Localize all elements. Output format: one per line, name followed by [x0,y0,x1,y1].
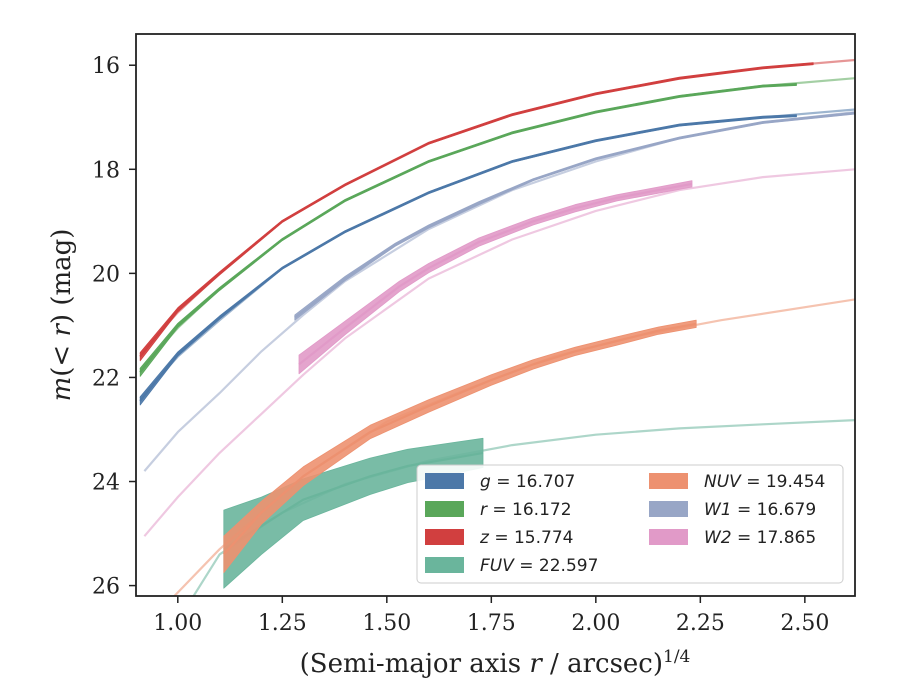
y-tick-label: 20 [92,262,120,287]
legend-swatch-g [425,473,464,489]
data-band-w1 [294,111,855,321]
x-tick-label: 1.75 [467,611,516,636]
data-line-g [139,114,797,402]
x-tick-label: 2.00 [571,611,620,636]
y-tick-label: 18 [92,158,120,183]
x-tick-label: 1.25 [258,611,307,636]
legend-item-fuv: FUV = 22.597 [425,556,598,576]
legend-label-r: r = 16.172 [480,500,572,520]
legend: g = 16.707 r = 16.172 z = 15.774 FUV = 22.5… [416,464,844,584]
legend-item-r: r = 16.172 [425,500,572,520]
data-line-z [139,62,814,358]
legend-item-nuv: NUV = 19.454 [649,472,825,492]
legend-swatch-w2 [649,529,688,545]
legend-label-g: g = 16.707 [480,472,575,492]
y-tick-label: 22 [92,366,120,391]
x-tick-label: 2.50 [780,611,829,636]
plot-frame [135,33,856,597]
data-line-nuv [222,322,697,556]
data-line-fuv [223,451,484,551]
legend-item-z: z = 15.774 [425,528,573,548]
legend-label-nuv: NUV = 19.454 [704,472,825,492]
legend-swatch-nuv [649,473,688,489]
legend-swatch-w1 [649,501,688,517]
model-curve-w2 [143,168,855,537]
x-axis-label: (Semi-major axis r / arcsec)1/4 [300,647,691,679]
legend-item-w2: W2 = 17.865 [649,528,816,548]
y-tick-label: 16 [92,54,120,79]
legend-item-w1: W1 = 16.679 [649,500,816,520]
legend-label-fuv: FUV = 22.597 [480,556,598,576]
legend-label-w2: W2 = 17.865 [704,528,816,548]
x-tick-label: 1.50 [362,611,411,636]
legend-swatch-r [425,501,464,517]
data-band-w2 [298,180,693,375]
legend-label-w1: W1 = 16.679 [704,500,816,520]
y-tick-label: 26 [92,575,120,600]
data-line-r [139,83,797,373]
legend-swatch-z [425,529,464,545]
x-tick-label: 1.00 [153,611,202,636]
data-band-nuv [223,319,697,573]
data-line-w2 [298,182,693,366]
data-line-w1 [294,112,855,319]
legend-swatch-fuv [425,557,464,573]
x-tick-label: 2.25 [676,611,725,636]
y-tick-label: 24 [92,471,120,496]
y-axis-label: m(< r) (mag) [47,229,77,402]
legend-item-g: g = 16.707 [425,472,575,492]
legend-box [416,464,844,584]
legend-label-z: z = 15.774 [479,528,573,548]
